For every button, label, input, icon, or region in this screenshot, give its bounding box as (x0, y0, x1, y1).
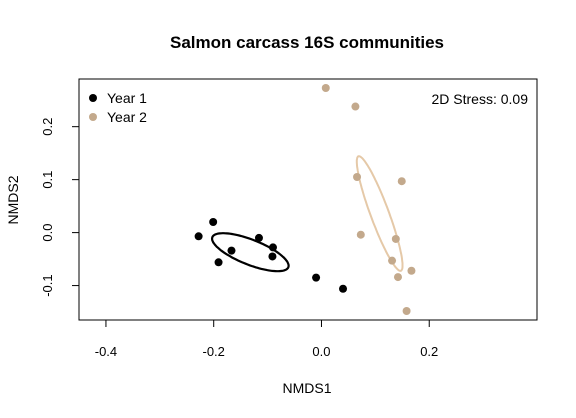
y-tick-label: 0.2 (40, 118, 55, 136)
stress-annotation: 2D Stress: 0.09 (432, 91, 529, 107)
legend-marker-year-2 (89, 113, 97, 121)
y-axis: -0.1 0.0 0.1 0.2 (40, 118, 80, 297)
chart-title: Salmon carcass 16S communities (170, 33, 444, 52)
point-year-1 (214, 258, 223, 267)
y-tick-label: 0.0 (40, 224, 55, 242)
x-tick-label: -0.2 (203, 344, 225, 359)
point-year-2 (391, 234, 400, 243)
y-tick-label: 0.1 (40, 171, 55, 189)
point-year-1 (227, 246, 236, 255)
point-year-1 (268, 252, 277, 261)
point-year-1 (339, 284, 348, 293)
point-year-1 (194, 232, 203, 241)
point-year-2 (356, 230, 365, 239)
point-year-2 (402, 306, 411, 315)
y-axis-label: NMDS2 (5, 175, 21, 224)
point-year-2 (393, 273, 402, 282)
point-year-2 (397, 177, 406, 186)
point-year-2 (351, 102, 360, 111)
data-points (194, 84, 416, 315)
x-tick-label: 0.2 (420, 344, 438, 359)
point-year-1 (209, 218, 218, 227)
point-year-1 (312, 273, 321, 282)
ellipse-year-1 (211, 232, 290, 273)
legend-marker-year-1 (89, 94, 97, 102)
point-year-2 (388, 256, 397, 265)
ellipses (211, 155, 404, 273)
legend-label-year-1: Year 1 (107, 90, 147, 106)
y-tick-label: -0.1 (40, 274, 55, 296)
point-year-1 (254, 233, 263, 242)
x-axis: -0.4 -0.2 0.0 0.2 (95, 319, 438, 359)
point-year-2 (353, 172, 362, 181)
point-year-1 (268, 243, 277, 252)
plot-frame (78, 78, 538, 321)
point-year-2 (321, 84, 330, 93)
x-tick-label: -0.4 (95, 344, 117, 359)
legend: Year 1 Year 2 (89, 90, 147, 125)
x-axis-label: NMDS1 (282, 380, 331, 396)
point-year-2 (407, 266, 416, 275)
x-tick-label: 0.0 (312, 344, 330, 359)
legend-label-year-2: Year 2 (107, 109, 147, 125)
ellipse-year-2 (355, 155, 404, 272)
